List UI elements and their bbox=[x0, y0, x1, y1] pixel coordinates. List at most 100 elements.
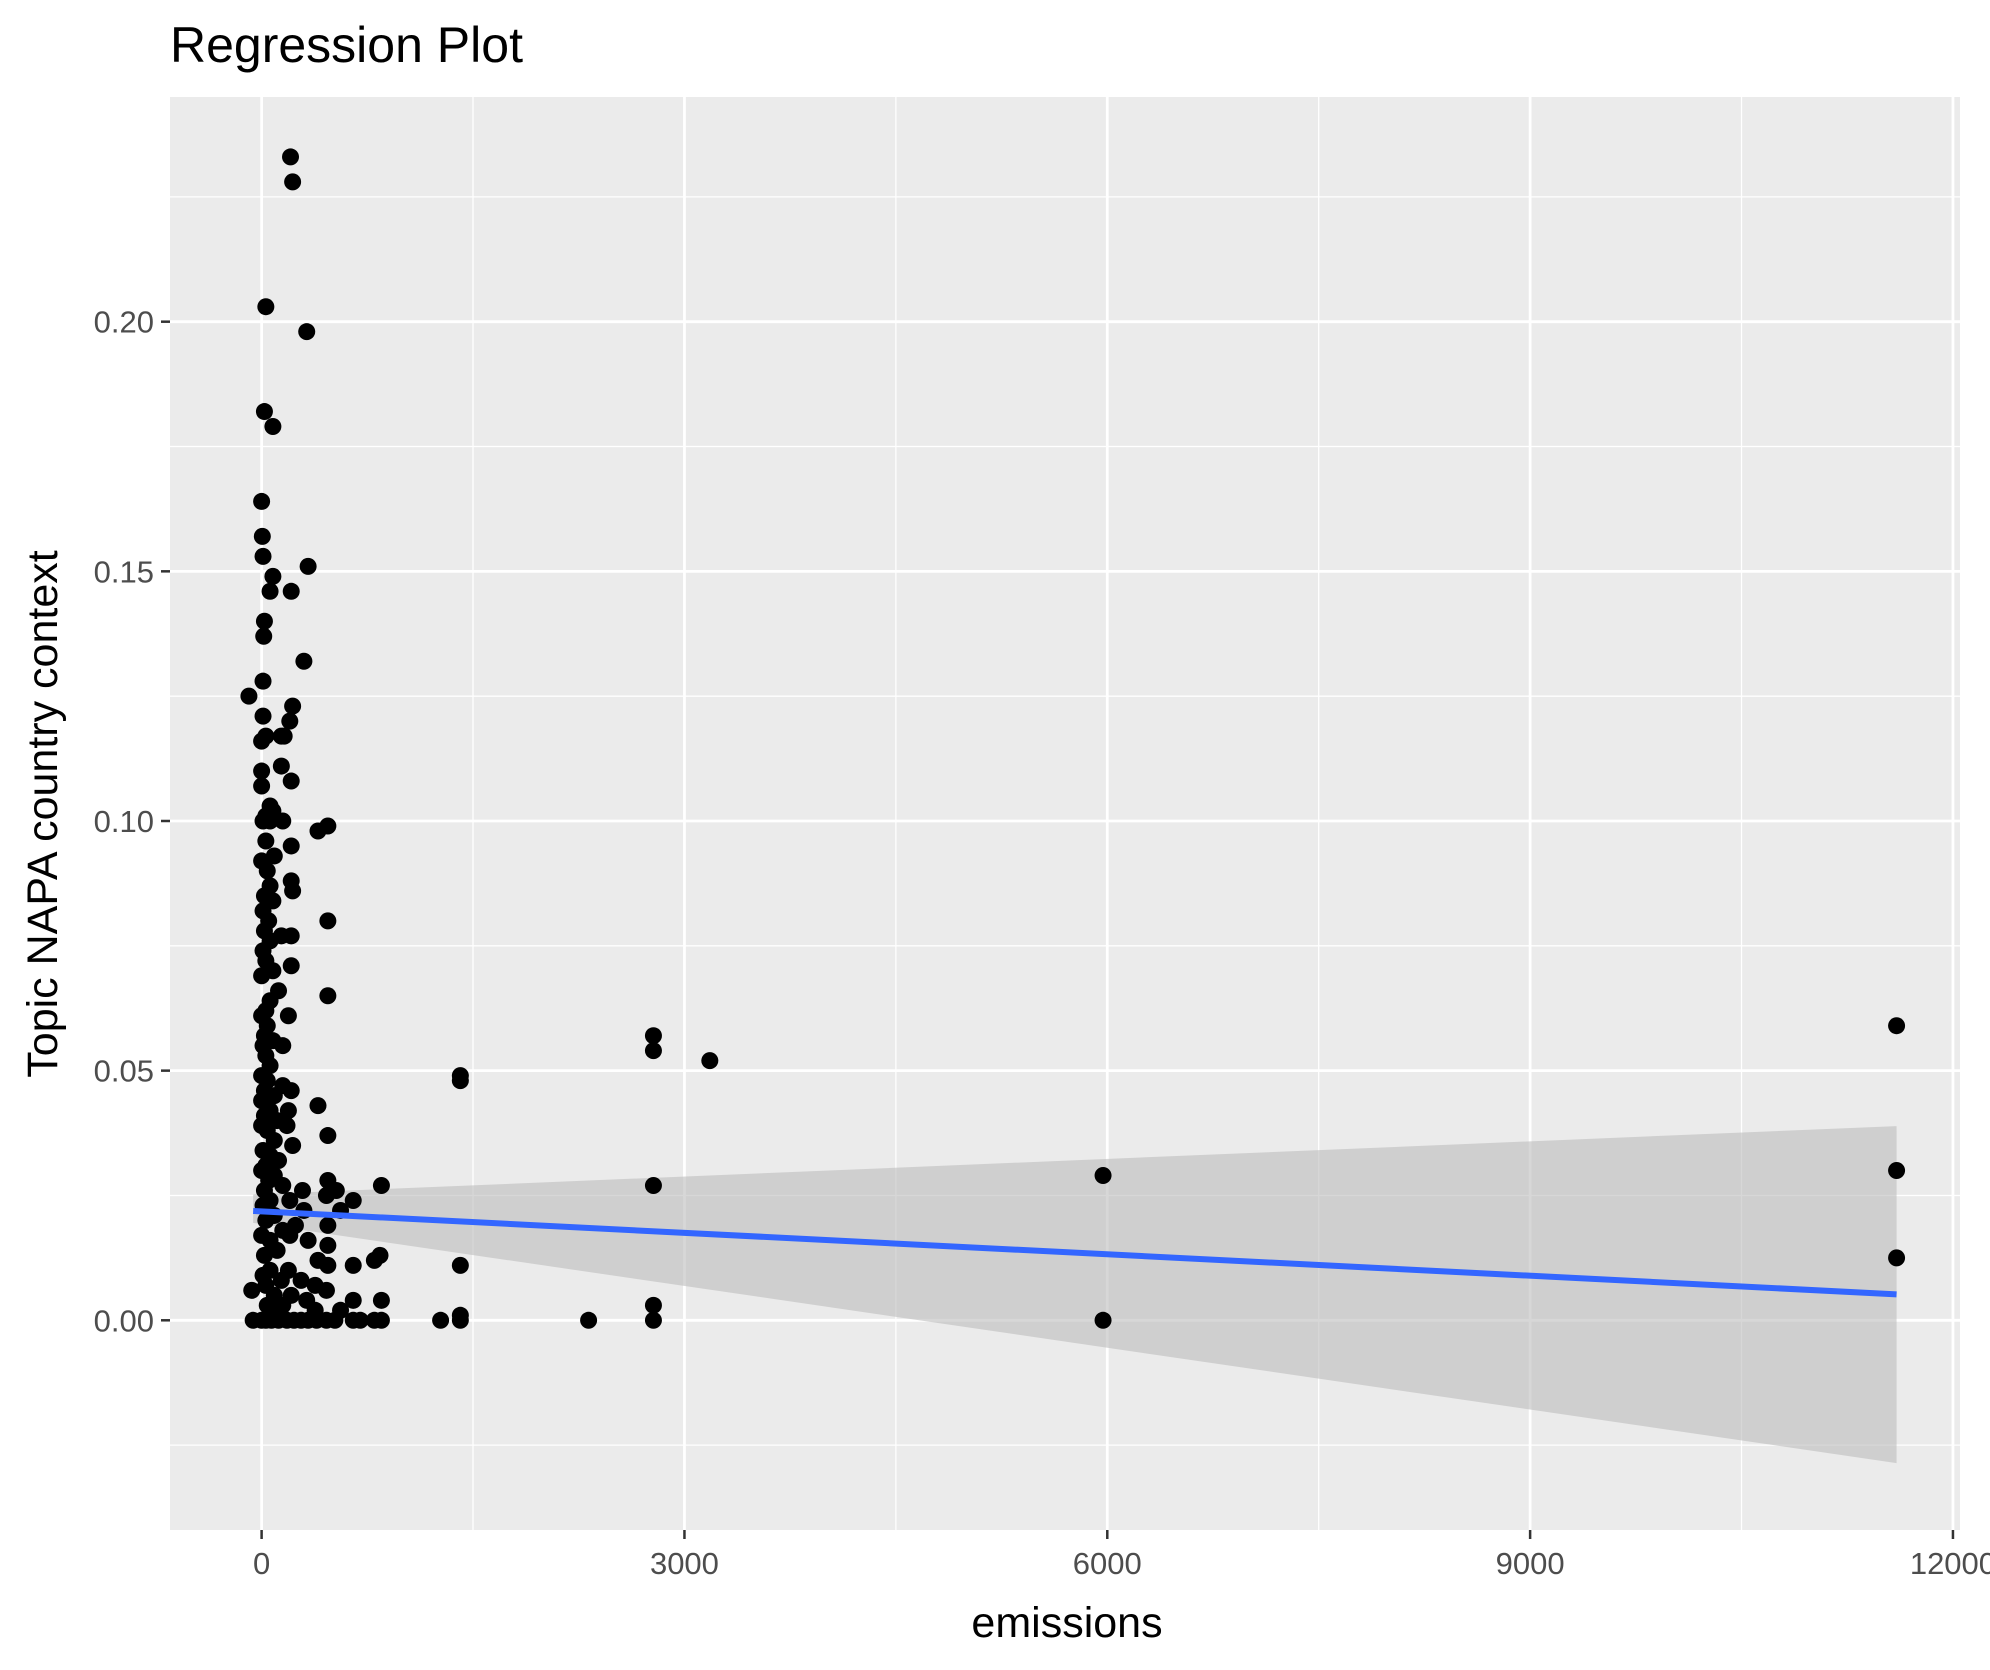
data-point bbox=[253, 492, 271, 510]
data-point bbox=[317, 1281, 335, 1299]
data-point bbox=[264, 418, 282, 436]
data-point bbox=[1094, 1166, 1112, 1184]
data-point bbox=[371, 1246, 389, 1264]
data-point bbox=[282, 148, 300, 166]
data-point bbox=[257, 1211, 275, 1229]
data-point bbox=[319, 912, 337, 930]
data-point bbox=[255, 612, 273, 630]
data-point bbox=[644, 1042, 662, 1060]
data-point bbox=[281, 712, 299, 730]
data-point bbox=[319, 987, 337, 1005]
data-point bbox=[372, 1311, 390, 1329]
data-point bbox=[644, 1296, 662, 1314]
data-point bbox=[253, 732, 271, 750]
data-point bbox=[254, 547, 272, 565]
data-point bbox=[254, 707, 272, 725]
x-tick-label: 0 bbox=[253, 1546, 270, 1581]
data-point bbox=[309, 1097, 327, 1115]
data-point bbox=[253, 762, 271, 780]
data-point bbox=[253, 967, 271, 985]
x-axis-ticks: 0 3000 6000 9000 12000 bbox=[253, 1530, 1990, 1581]
data-point bbox=[282, 772, 300, 790]
y-tick-label: 0.10 bbox=[94, 804, 154, 839]
data-point bbox=[319, 1236, 337, 1254]
data-point bbox=[272, 757, 290, 775]
scatter-points bbox=[240, 148, 1906, 1329]
data-point bbox=[293, 1181, 311, 1199]
data-point bbox=[372, 1291, 390, 1309]
y-tick-label: 0.00 bbox=[94, 1303, 154, 1338]
data-point bbox=[257, 832, 275, 850]
data-point bbox=[432, 1311, 450, 1329]
data-point bbox=[282, 957, 300, 975]
data-point bbox=[279, 1102, 297, 1120]
data-point bbox=[309, 822, 327, 840]
data-point bbox=[274, 1037, 292, 1055]
y-tick-label: 0.20 bbox=[94, 305, 154, 340]
data-point bbox=[282, 1082, 300, 1100]
data-point bbox=[284, 173, 302, 191]
data-point bbox=[265, 1132, 283, 1150]
regression-line bbox=[253, 1207, 1897, 1298]
data-point bbox=[295, 652, 313, 670]
data-point bbox=[264, 567, 282, 585]
data-point bbox=[372, 1176, 390, 1194]
data-point bbox=[255, 1246, 273, 1264]
data-point bbox=[451, 1256, 469, 1274]
data-point bbox=[275, 727, 293, 745]
data-point bbox=[701, 1052, 719, 1070]
chart-title: Regression Plot bbox=[170, 17, 523, 73]
x-tick-label: 3000 bbox=[650, 1546, 719, 1581]
data-point bbox=[299, 557, 317, 575]
y-tick-label: 0.15 bbox=[94, 554, 154, 589]
data-point bbox=[1888, 1249, 1906, 1267]
data-point bbox=[272, 1271, 290, 1289]
data-point bbox=[644, 1176, 662, 1194]
x-tick-label: 12000 bbox=[1910, 1546, 1990, 1581]
data-point bbox=[281, 1226, 299, 1244]
data-point bbox=[326, 1311, 344, 1329]
data-point bbox=[255, 403, 273, 421]
confidence-ribbon bbox=[253, 1126, 1897, 1464]
data-point bbox=[261, 582, 279, 600]
data-point bbox=[243, 1281, 261, 1299]
data-point bbox=[1888, 1162, 1906, 1180]
data-point bbox=[254, 812, 272, 830]
data-point bbox=[274, 812, 292, 830]
data-point bbox=[344, 1191, 362, 1209]
data-point bbox=[319, 1216, 337, 1234]
data-point bbox=[282, 582, 300, 600]
x-axis-title: emissions bbox=[971, 1599, 1162, 1647]
y-tick-label: 0.05 bbox=[94, 1054, 154, 1089]
data-point bbox=[284, 882, 302, 900]
data-point bbox=[1094, 1311, 1112, 1329]
data-point bbox=[274, 1176, 292, 1194]
data-point bbox=[284, 1137, 302, 1155]
data-point bbox=[580, 1311, 598, 1329]
y-axis-title: Topic NAPA country context bbox=[19, 550, 67, 1077]
data-point bbox=[319, 1256, 337, 1274]
data-point bbox=[351, 1311, 369, 1329]
data-point bbox=[644, 1311, 662, 1329]
data-point bbox=[319, 1127, 337, 1145]
data-point bbox=[257, 298, 275, 316]
data-point bbox=[278, 1117, 296, 1135]
data-point bbox=[298, 323, 316, 341]
data-point bbox=[279, 1007, 297, 1025]
data-point bbox=[253, 777, 271, 795]
y-axis-ticks: 0.00 0.05 0.10 0.15 0.20 bbox=[94, 305, 170, 1338]
data-point bbox=[284, 697, 302, 715]
data-point bbox=[1888, 1017, 1906, 1035]
data-point bbox=[344, 1291, 362, 1309]
data-point bbox=[344, 1256, 362, 1274]
x-tick-label: 6000 bbox=[1073, 1546, 1142, 1581]
data-point bbox=[240, 687, 258, 705]
data-point bbox=[644, 1027, 662, 1045]
data-point bbox=[255, 627, 273, 645]
data-point bbox=[292, 1271, 310, 1289]
data-point bbox=[317, 1186, 335, 1204]
data-point bbox=[299, 1231, 317, 1249]
data-point bbox=[253, 527, 271, 545]
